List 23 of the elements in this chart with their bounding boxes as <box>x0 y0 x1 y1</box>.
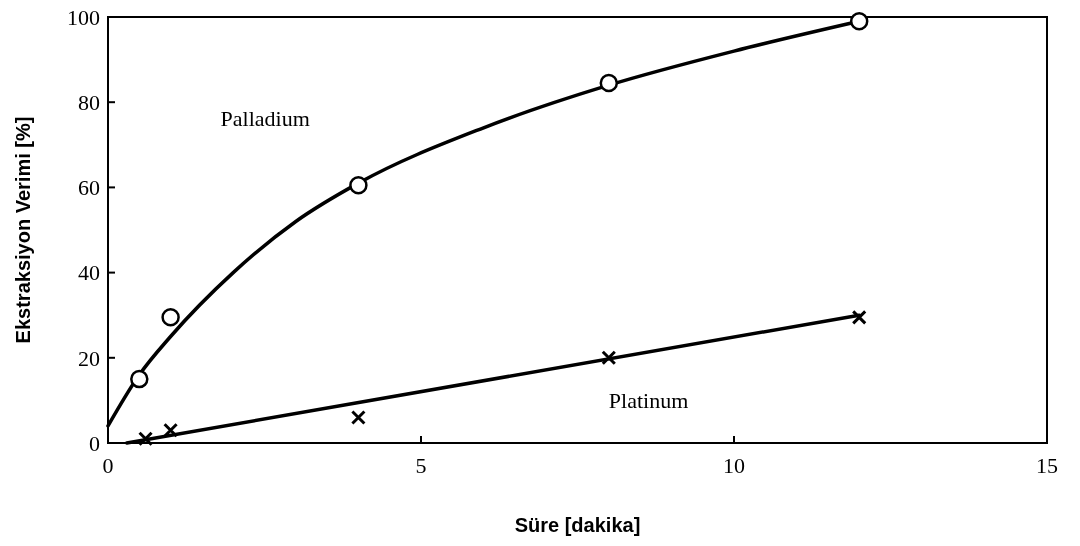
y-tick-label: 80 <box>78 89 100 115</box>
y-tick-label: 0 <box>89 430 100 456</box>
x-tick-label: 5 <box>415 453 427 478</box>
y-tick-label: 60 <box>78 175 100 201</box>
point <box>163 422 179 438</box>
point <box>851 309 867 325</box>
point <box>350 409 366 425</box>
y-tick-label: 40 <box>78 260 100 286</box>
series-label: Platinum <box>608 387 689 413</box>
y-tick-label: 20 <box>78 345 100 371</box>
x-axis-title: Süre [dakika] <box>514 514 641 536</box>
y-tick-label: 100 <box>67 4 100 30</box>
point <box>849 12 869 31</box>
x-tick-label: 15 <box>1036 453 1058 478</box>
y-axis-title: Ekstraksiyon Verimi [%] <box>12 116 34 344</box>
point <box>161 308 180 327</box>
text: Palladium <box>220 105 310 131</box>
point <box>601 350 617 366</box>
x-tick-label: 10 <box>723 453 745 478</box>
point <box>599 73 619 93</box>
point <box>130 369 149 389</box>
point <box>138 431 154 447</box>
point <box>349 176 368 195</box>
